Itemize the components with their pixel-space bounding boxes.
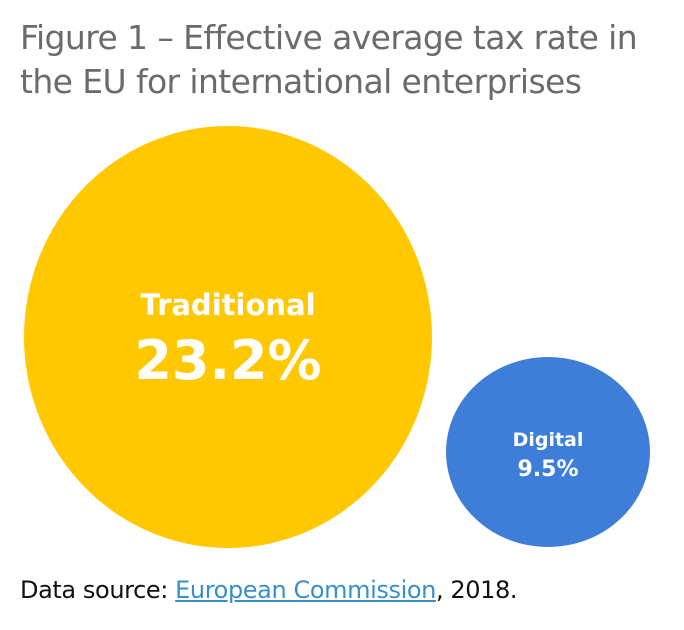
source-suffix: , 2018.: [435, 576, 518, 604]
source-link[interactable]: European Commission: [175, 576, 436, 604]
bubble-digital: [446, 357, 650, 547]
bubble-traditional: [24, 126, 432, 548]
bubble-label-traditional: Traditional: [140, 288, 315, 322]
bubble-value-digital: 9.5%: [517, 457, 578, 482]
chart-title: Figure 1 – Effective average tax rate in…: [20, 18, 638, 101]
bubble-label-digital: Digital: [513, 429, 584, 451]
bubble-value-traditional: 23.2%: [134, 329, 321, 392]
data-source: Data source: European Commission, 2018.: [20, 576, 518, 604]
source-prefix: Data source:: [20, 576, 176, 604]
